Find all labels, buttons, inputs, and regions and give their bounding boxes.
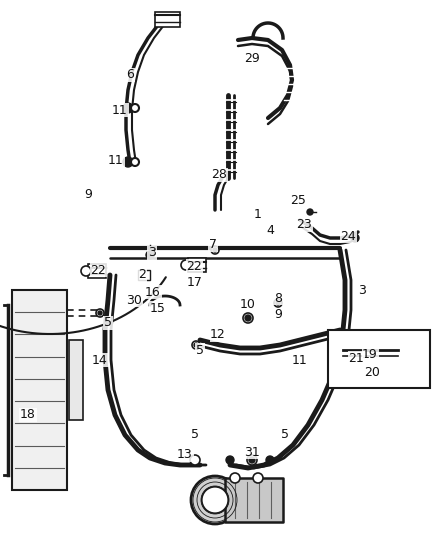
Text: 5: 5 — [104, 317, 112, 329]
Circle shape — [192, 341, 200, 349]
Text: 15: 15 — [150, 302, 166, 314]
Text: 10: 10 — [240, 298, 256, 311]
Text: 21: 21 — [348, 351, 364, 365]
Circle shape — [123, 103, 133, 113]
Text: 16: 16 — [145, 286, 161, 298]
Text: 17: 17 — [187, 276, 203, 288]
Text: 30: 30 — [126, 294, 142, 306]
Text: 19: 19 — [362, 349, 378, 361]
Circle shape — [274, 299, 282, 307]
Text: 12: 12 — [210, 328, 226, 342]
Circle shape — [191, 476, 239, 524]
Circle shape — [202, 487, 228, 513]
Bar — [155, 12, 180, 27]
Text: 9: 9 — [84, 189, 92, 201]
Circle shape — [334, 344, 342, 352]
Circle shape — [266, 456, 274, 464]
Circle shape — [146, 251, 154, 259]
Text: 5: 5 — [191, 429, 199, 441]
Circle shape — [245, 315, 251, 321]
Text: 29: 29 — [244, 52, 260, 64]
Text: 7: 7 — [209, 238, 217, 252]
Circle shape — [131, 104, 139, 112]
Circle shape — [396, 348, 416, 368]
Text: 18: 18 — [20, 408, 36, 422]
Text: 6: 6 — [126, 69, 134, 82]
Text: 22: 22 — [186, 260, 202, 272]
Text: 23: 23 — [296, 219, 312, 231]
Circle shape — [226, 456, 234, 464]
Text: 14: 14 — [92, 353, 108, 367]
Circle shape — [194, 343, 198, 347]
Text: 25: 25 — [290, 193, 306, 206]
Text: 13: 13 — [177, 448, 193, 462]
Text: 5: 5 — [196, 343, 204, 357]
Text: 22: 22 — [90, 263, 106, 277]
Text: 28: 28 — [211, 168, 227, 182]
Circle shape — [123, 157, 133, 167]
Text: 24: 24 — [340, 230, 356, 243]
Circle shape — [249, 457, 255, 463]
Circle shape — [181, 260, 191, 270]
Text: 2: 2 — [138, 269, 146, 281]
Circle shape — [98, 311, 102, 315]
Bar — [188, 258, 206, 272]
Bar — [88, 264, 106, 278]
Circle shape — [247, 455, 257, 465]
Circle shape — [307, 209, 313, 215]
Text: 5: 5 — [281, 429, 289, 441]
Text: 11: 11 — [292, 353, 308, 367]
Circle shape — [211, 246, 219, 254]
Text: 3: 3 — [358, 284, 366, 296]
Bar — [12, 290, 67, 490]
Text: 20: 20 — [364, 367, 380, 379]
Text: 11: 11 — [108, 154, 124, 166]
Circle shape — [253, 473, 263, 483]
Bar — [69, 340, 83, 420]
Circle shape — [276, 301, 280, 305]
Circle shape — [230, 473, 240, 483]
Text: 9: 9 — [274, 309, 282, 321]
Bar — [328, 330, 430, 388]
Text: 3: 3 — [148, 246, 156, 260]
Circle shape — [402, 354, 410, 362]
Bar — [225, 478, 283, 522]
Text: 31: 31 — [244, 446, 260, 458]
Circle shape — [131, 158, 139, 166]
Circle shape — [213, 248, 217, 252]
Circle shape — [351, 234, 359, 242]
Text: 8: 8 — [274, 292, 282, 304]
Circle shape — [190, 455, 200, 465]
Circle shape — [243, 313, 253, 323]
Text: 4: 4 — [266, 223, 274, 237]
Circle shape — [96, 309, 104, 317]
Circle shape — [81, 266, 91, 276]
Bar — [138, 270, 150, 280]
Text: 1: 1 — [254, 208, 262, 222]
Text: 11: 11 — [112, 103, 128, 117]
Circle shape — [336, 346, 340, 350]
